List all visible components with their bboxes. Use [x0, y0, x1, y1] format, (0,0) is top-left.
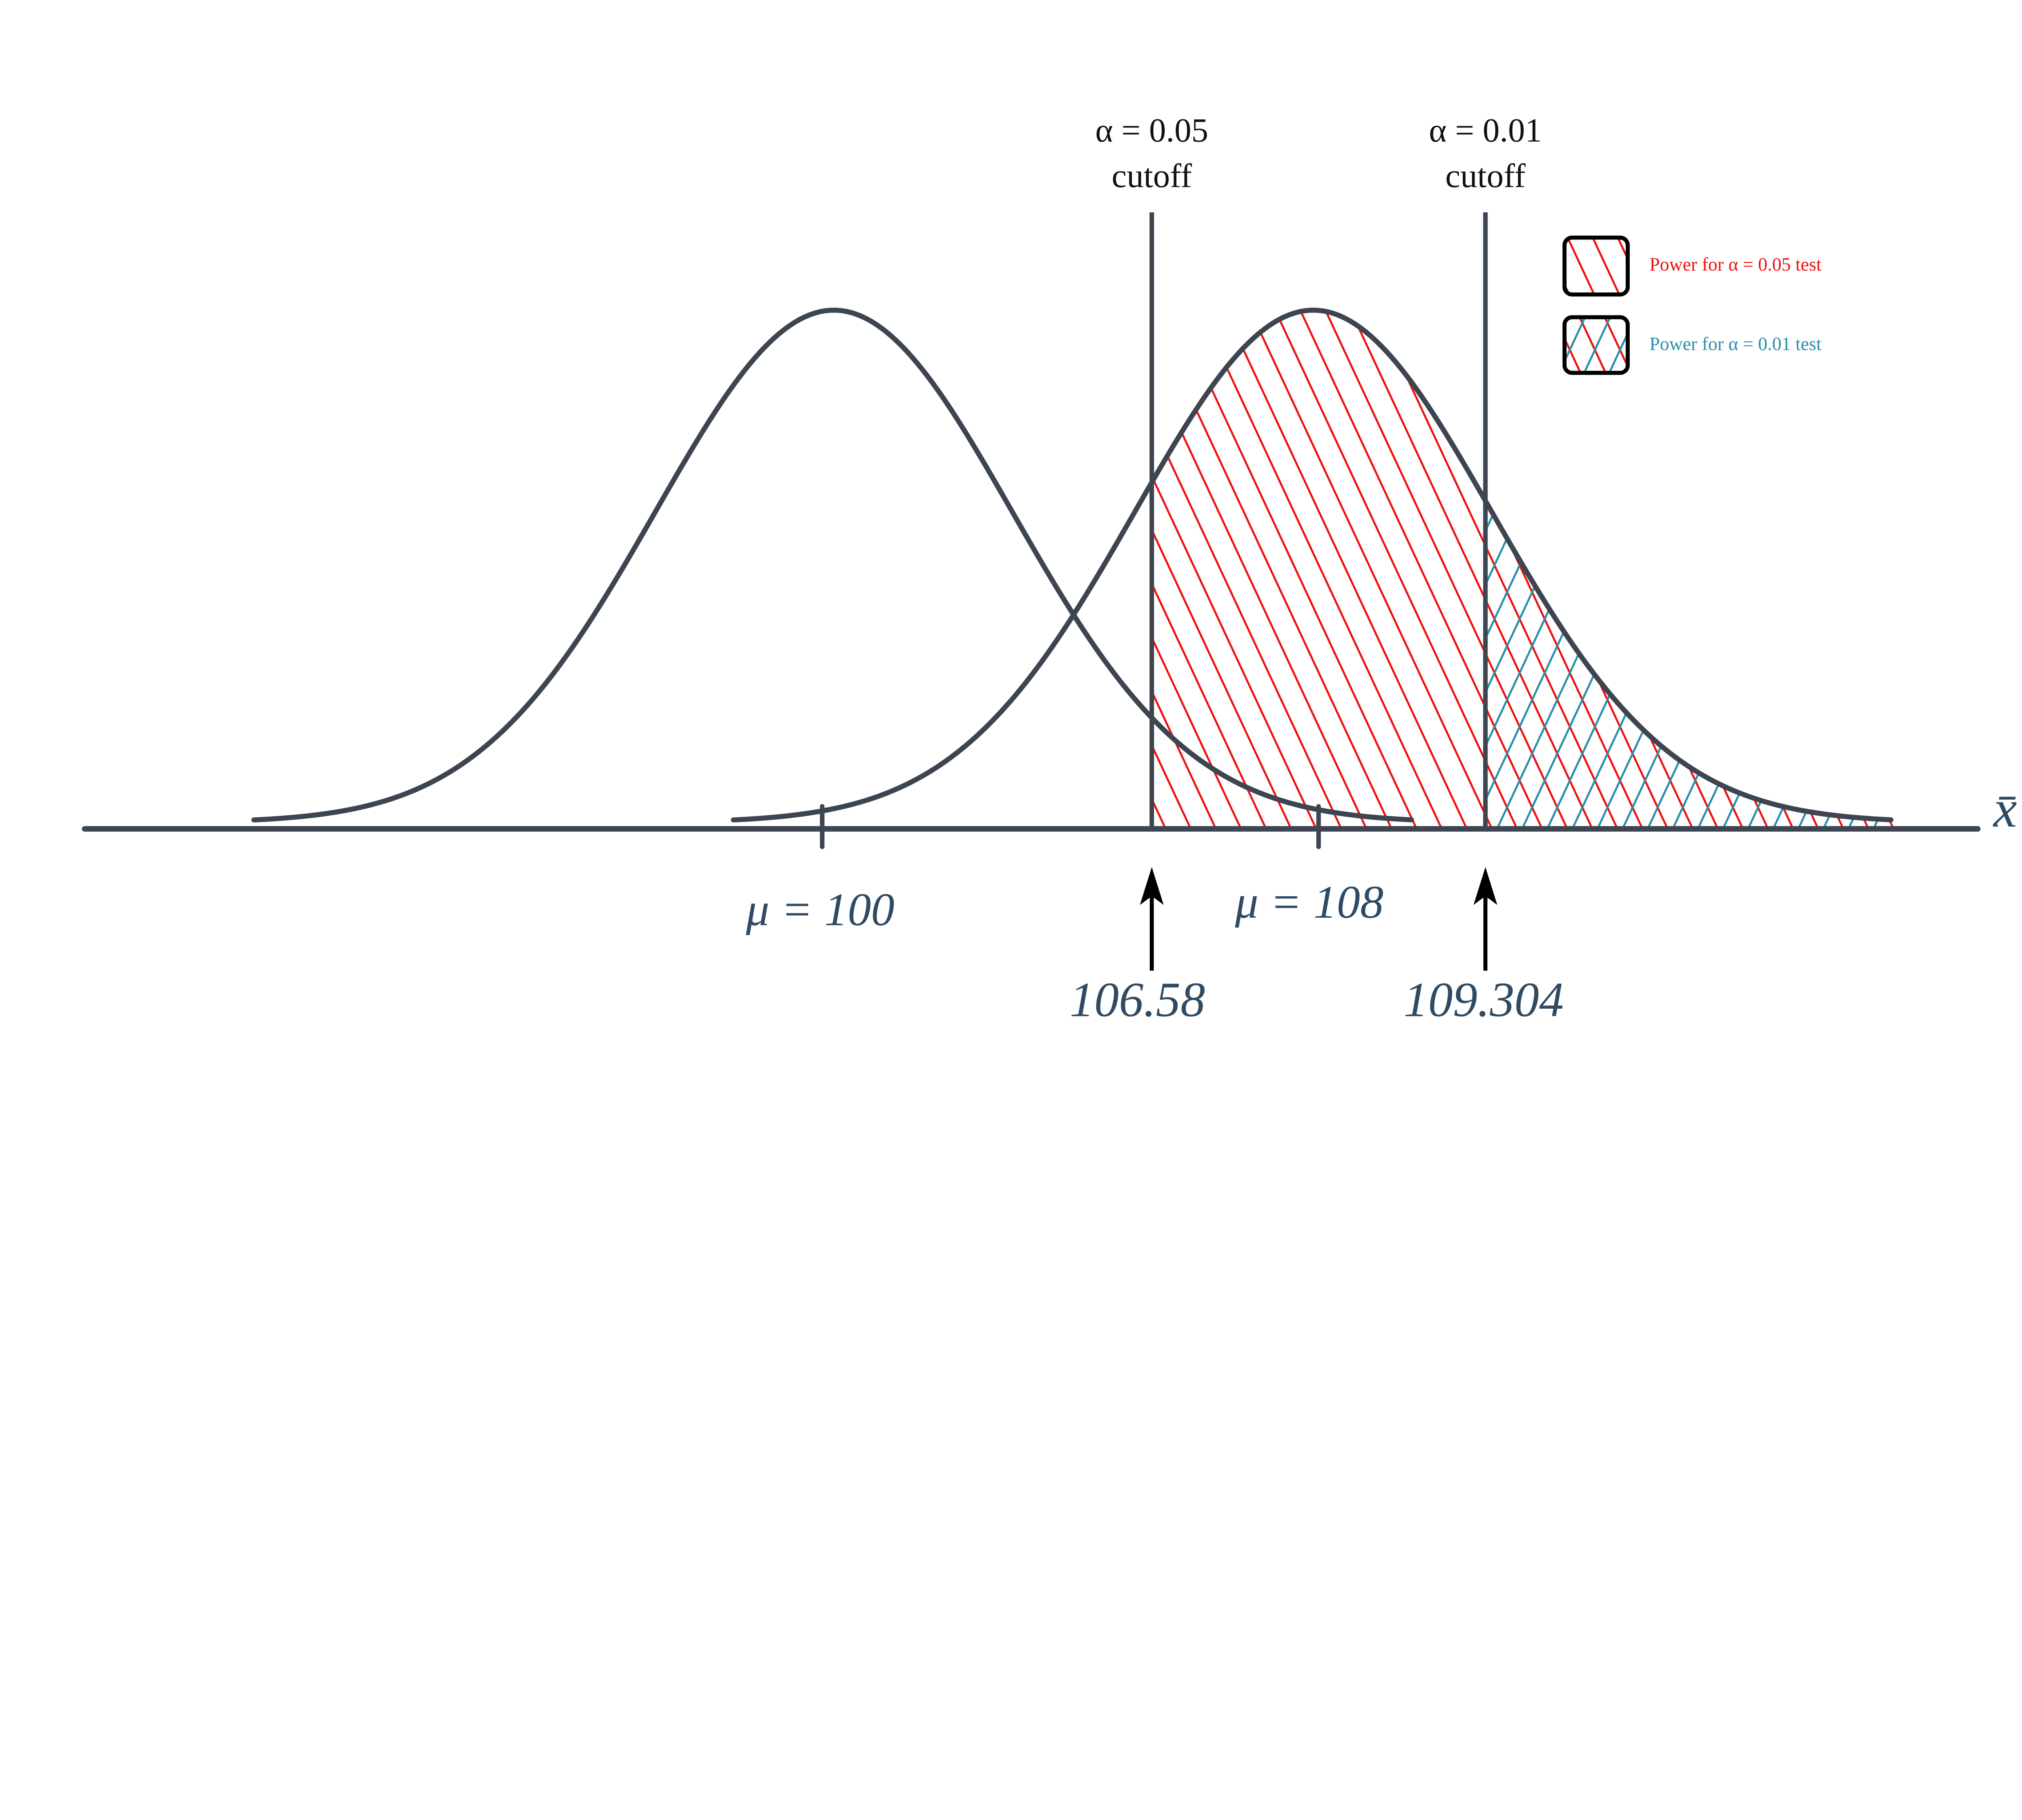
power-area-alpha-001-blue — [1485, 501, 1893, 829]
null-distribution-curve — [251, 307, 1414, 823]
power-area-alpha-005 — [1152, 310, 1486, 829]
legend: Power for α = 0.05 test Power for α = 0.… — [1562, 235, 1822, 375]
legend-swatch-005 — [1562, 235, 1630, 297]
power-diagram: α = 0.05 cutoff α = 0.01 cutoff Power fo… — [82, 112, 2017, 1027]
cutoff-005-label: cutoff — [1112, 157, 1192, 195]
power-areas — [1152, 310, 1893, 829]
alternative-distribution-curve — [731, 307, 1894, 823]
cutoff-005-value: 106.58 — [1070, 973, 1205, 1027]
x-axis-label: x̄ — [1992, 780, 2017, 838]
legend-swatch-001-blue — [1562, 315, 1630, 375]
arrow-cutoff-001 — [1473, 867, 1497, 971]
cutoff-005-alpha-label: α = 0.05 — [1095, 112, 1208, 149]
cutoff-001-alpha-label: α = 0.01 — [1429, 112, 1542, 149]
legend-label-001: Power for α = 0.01 test — [1650, 334, 1822, 355]
arrow-cutoff-005 — [1140, 867, 1164, 971]
cutoff-001-label: cutoff — [1445, 157, 1526, 195]
cutoff-001-value: 109.304 — [1404, 973, 1564, 1027]
mu-108-label: μ = 108 — [1235, 876, 1383, 928]
legend-label-005: Power for α = 0.05 test — [1650, 254, 1822, 275]
mu-100-label: μ = 100 — [745, 884, 894, 936]
